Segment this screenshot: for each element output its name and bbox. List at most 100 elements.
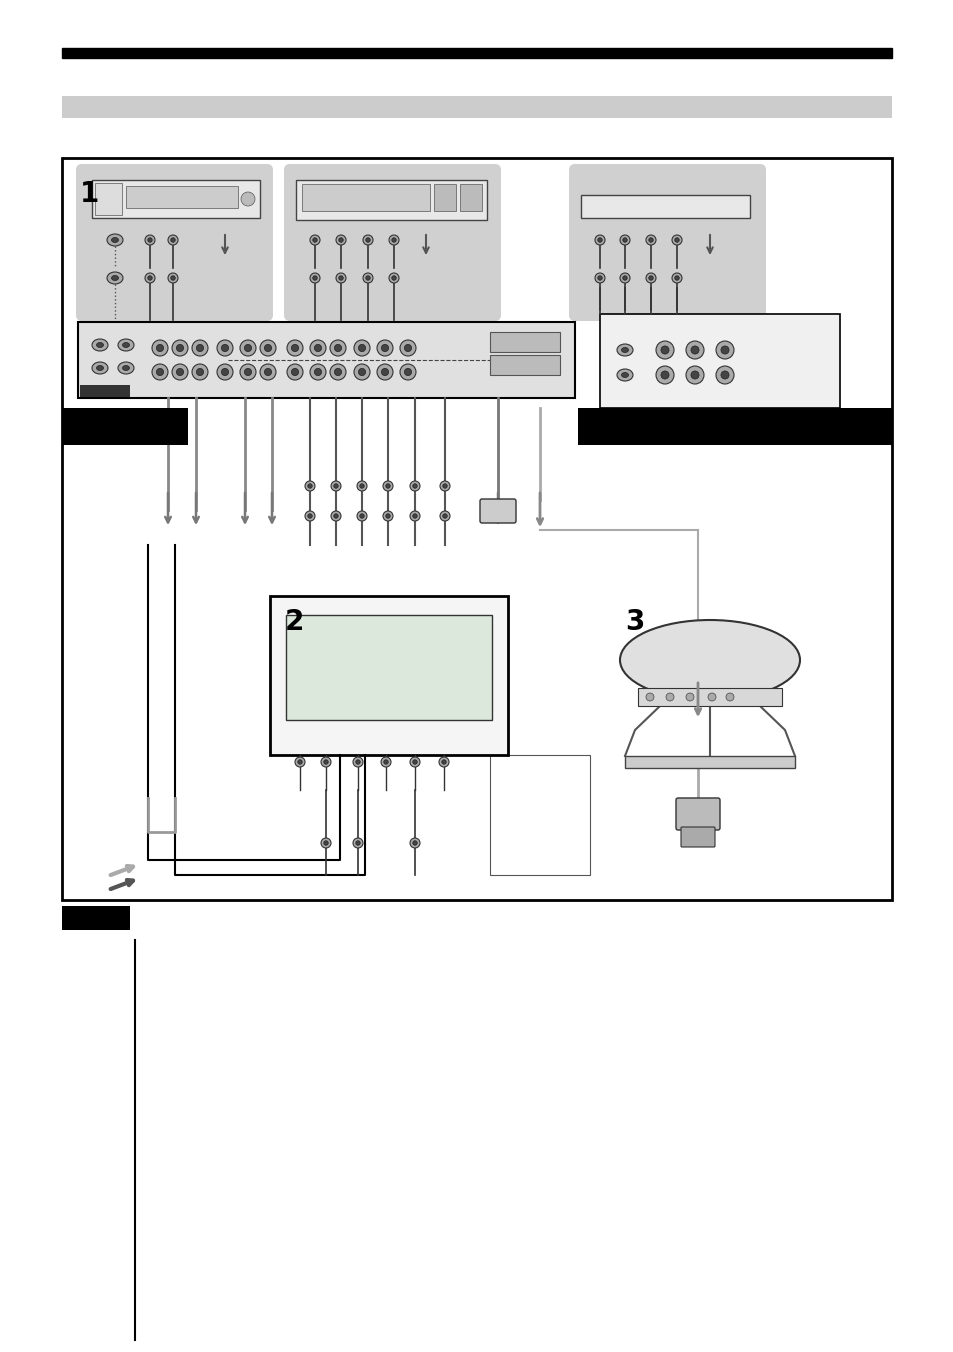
Circle shape [622, 276, 626, 280]
Circle shape [196, 368, 203, 376]
Bar [286, 615, 492, 721]
Circle shape [260, 364, 275, 380]
Circle shape [172, 339, 188, 356]
Ellipse shape [617, 369, 633, 381]
Circle shape [690, 370, 699, 379]
Circle shape [196, 345, 203, 352]
Circle shape [413, 760, 416, 764]
Ellipse shape [112, 238, 118, 242]
Circle shape [323, 760, 328, 764]
Circle shape [355, 760, 360, 764]
Circle shape [376, 364, 393, 380]
Bar [459, 184, 481, 211]
Circle shape [363, 235, 373, 245]
Circle shape [381, 368, 388, 376]
Circle shape [410, 757, 419, 767]
Circle shape [671, 235, 681, 245]
Circle shape [145, 273, 154, 283]
Circle shape [323, 841, 328, 845]
Bar [95, 183, 122, 215]
Circle shape [648, 276, 653, 280]
Circle shape [310, 235, 319, 245]
Circle shape [645, 694, 654, 700]
Circle shape [399, 364, 416, 380]
Circle shape [310, 364, 326, 380]
Circle shape [376, 339, 393, 356]
Ellipse shape [107, 234, 123, 246]
Circle shape [441, 760, 446, 764]
Circle shape [156, 368, 163, 376]
Circle shape [392, 276, 395, 280]
Bar [578, 408, 891, 445]
Bar [302, 184, 430, 211]
Circle shape [619, 273, 629, 283]
Circle shape [260, 339, 275, 356]
Circle shape [291, 345, 298, 352]
Circle shape [716, 341, 733, 360]
Bar [434, 184, 456, 211]
Circle shape [240, 364, 255, 380]
Circle shape [354, 364, 370, 380]
Circle shape [171, 238, 175, 242]
Ellipse shape [96, 365, 103, 370]
Circle shape [172, 364, 188, 380]
Circle shape [674, 276, 679, 280]
Circle shape [145, 235, 154, 245]
Circle shape [310, 273, 319, 283]
Text: 1: 1 [80, 180, 99, 208]
Circle shape [355, 841, 360, 845]
Circle shape [358, 368, 365, 376]
Circle shape [353, 757, 363, 767]
Circle shape [353, 838, 363, 848]
Circle shape [358, 345, 365, 352]
Bar [62, 96, 891, 118]
Circle shape [264, 368, 272, 376]
Circle shape [660, 370, 668, 379]
Circle shape [216, 339, 233, 356]
Bar [490, 333, 559, 352]
Circle shape [334, 514, 338, 518]
Circle shape [410, 838, 419, 848]
Bar [490, 754, 589, 875]
Bar [270, 596, 507, 754]
Circle shape [264, 345, 272, 352]
Circle shape [320, 757, 331, 767]
Circle shape [404, 368, 411, 376]
Circle shape [176, 345, 183, 352]
Circle shape [168, 235, 178, 245]
Circle shape [685, 366, 703, 384]
Circle shape [685, 694, 693, 700]
Circle shape [240, 339, 255, 356]
Circle shape [335, 273, 346, 283]
Circle shape [152, 364, 168, 380]
Ellipse shape [112, 276, 118, 280]
Circle shape [320, 838, 331, 848]
Bar [126, 187, 237, 208]
Circle shape [359, 514, 364, 518]
Ellipse shape [619, 621, 800, 700]
Circle shape [671, 273, 681, 283]
Circle shape [335, 345, 341, 352]
Circle shape [439, 511, 450, 521]
FancyBboxPatch shape [479, 499, 516, 523]
Circle shape [313, 276, 317, 280]
Circle shape [356, 511, 367, 521]
Circle shape [439, 481, 450, 491]
Circle shape [221, 345, 229, 352]
Circle shape [598, 238, 601, 242]
Circle shape [442, 484, 447, 488]
Circle shape [305, 511, 314, 521]
Ellipse shape [118, 362, 133, 375]
FancyBboxPatch shape [284, 164, 500, 320]
Circle shape [168, 273, 178, 283]
Circle shape [291, 368, 298, 376]
Ellipse shape [617, 343, 633, 356]
Ellipse shape [122, 365, 130, 370]
Circle shape [399, 339, 416, 356]
Circle shape [363, 273, 373, 283]
Circle shape [622, 238, 626, 242]
Bar [91, 180, 260, 218]
Circle shape [645, 235, 656, 245]
Ellipse shape [107, 272, 123, 284]
Circle shape [308, 514, 312, 518]
